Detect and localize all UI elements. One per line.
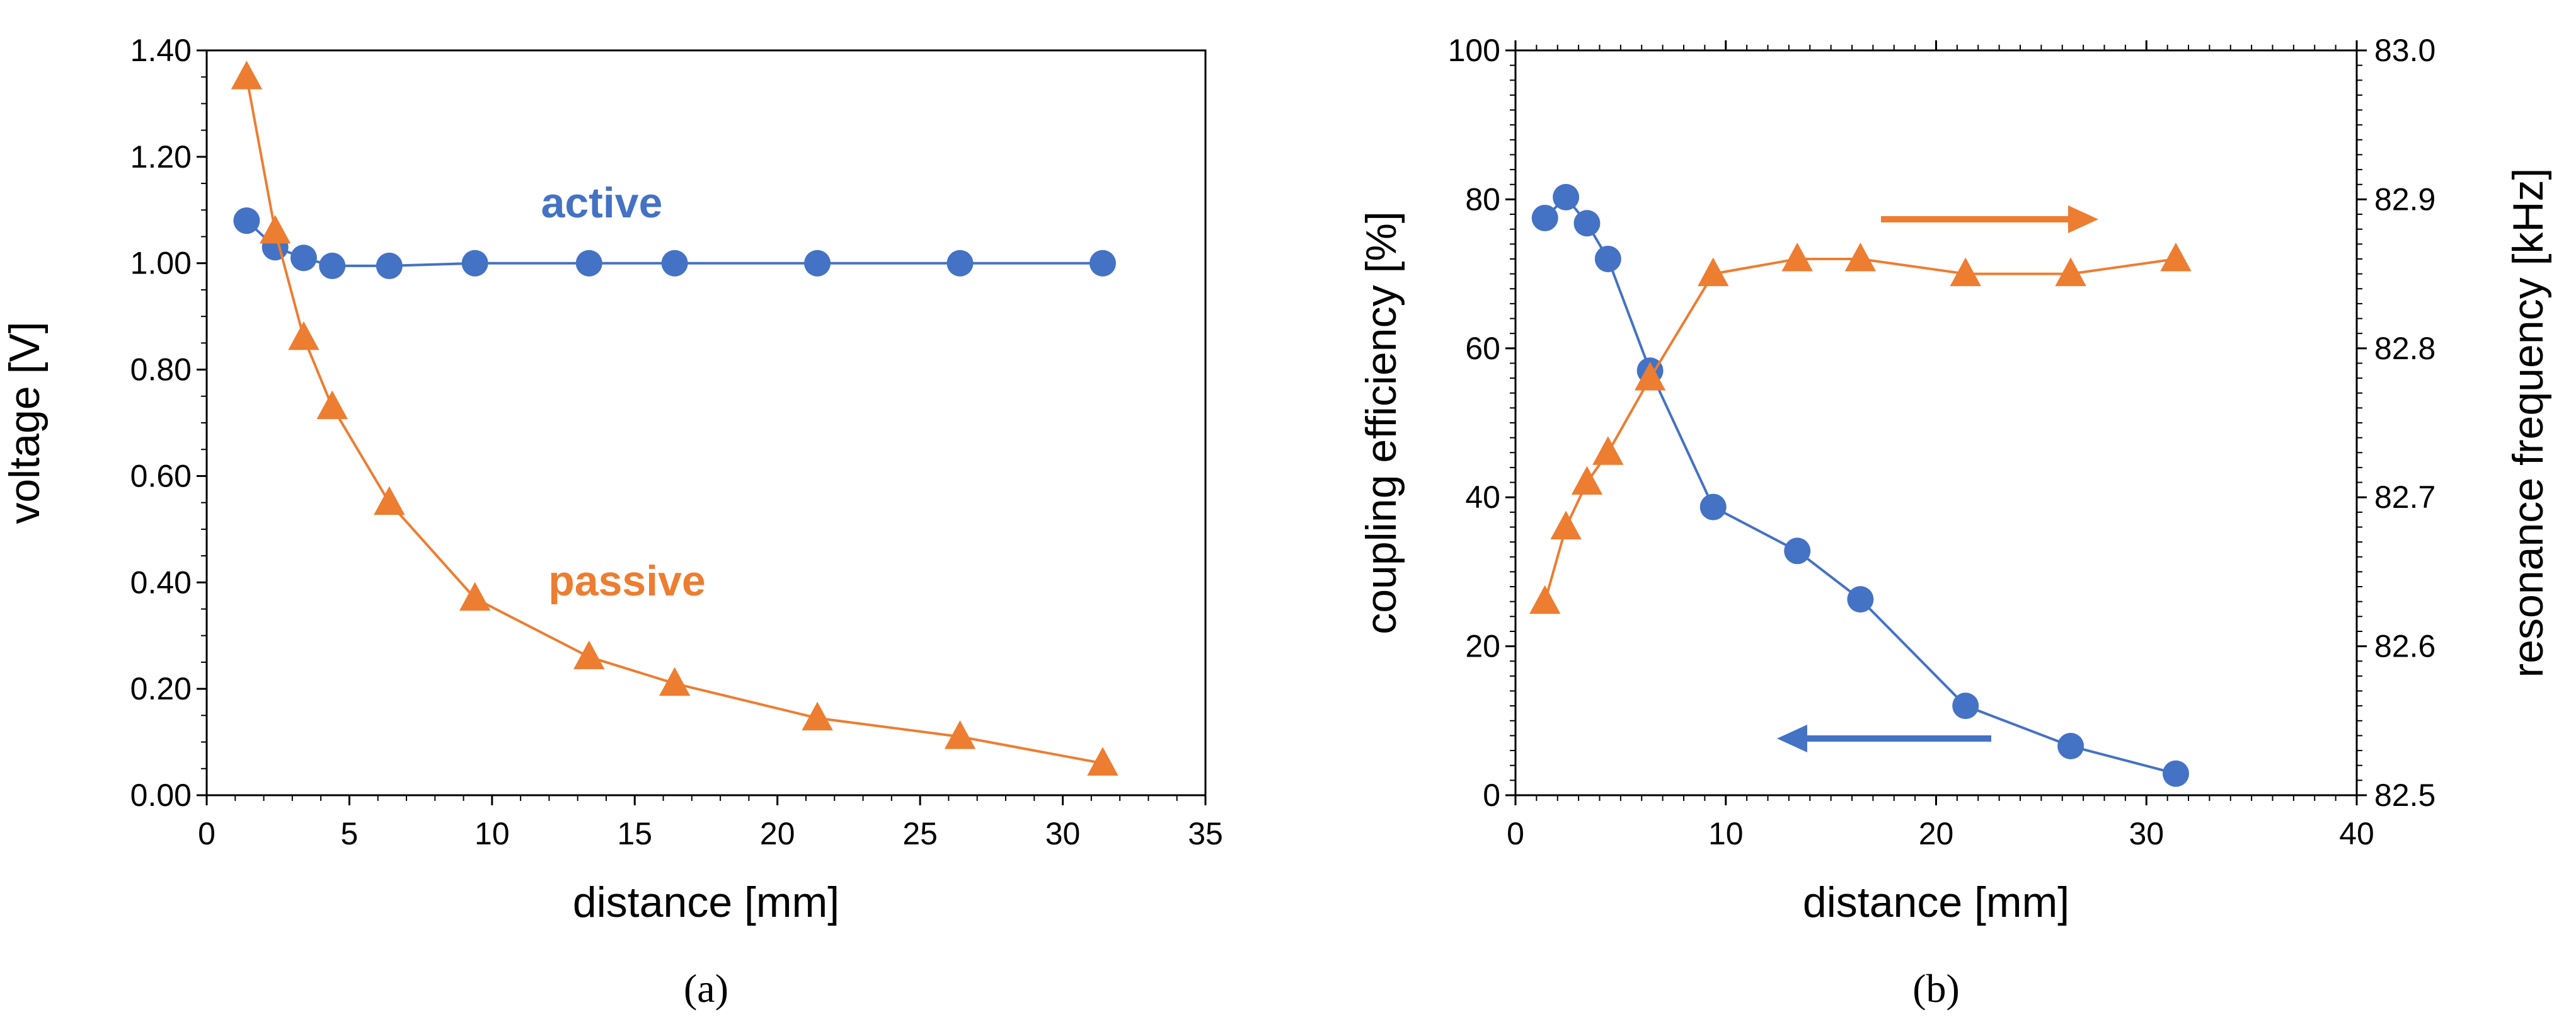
chart-panel-b: 0 10 20 30 40 0 20 40 60 80 100 82.5 82.6 82.7 82.8 82.… xyxy=(1357,33,2552,1011)
y-tick-label: 0.00 xyxy=(130,778,192,813)
data-point xyxy=(1952,693,1979,720)
data-point xyxy=(804,250,831,277)
x-tick-label: 25 xyxy=(902,816,938,851)
y-tick-label: 100 xyxy=(1448,33,1500,68)
data-point xyxy=(1847,586,1874,613)
data-point xyxy=(944,720,976,749)
plot-frame xyxy=(1514,49,2358,796)
series-passive xyxy=(231,60,1118,776)
data-point xyxy=(1529,585,1561,614)
y2-tick-label: 83.0 xyxy=(2374,33,2435,68)
y-tick-label: 1.00 xyxy=(130,246,192,281)
panel-label: (b) xyxy=(1912,966,1960,1011)
data-point xyxy=(2057,732,2084,759)
y2-tick-label: 82.6 xyxy=(2374,629,2435,664)
data-point xyxy=(290,244,317,272)
data-point xyxy=(1699,493,1727,520)
data-point xyxy=(1087,747,1118,776)
data-point xyxy=(233,207,260,234)
y-tick-label: 0.20 xyxy=(130,671,192,706)
x-tick-label: 5 xyxy=(341,816,359,851)
y-tick-label: 0 xyxy=(1483,778,1500,813)
y2-tick-label: 82.7 xyxy=(2374,480,2435,515)
data-point xyxy=(1634,362,1666,391)
data-point xyxy=(1594,245,1621,272)
series-label-active: active xyxy=(541,179,663,227)
x-axis-label: distance [mm] xyxy=(1803,878,2069,926)
y-tick-label: 40 xyxy=(1465,480,1500,515)
y2-tick-label: 82.8 xyxy=(2374,331,2435,366)
series-active xyxy=(233,207,1116,279)
y-tick-label: 1.40 xyxy=(130,33,192,68)
data-point xyxy=(316,390,348,420)
x-tick-label: 40 xyxy=(2339,816,2374,851)
data-point xyxy=(1553,183,1580,210)
x-tick-label: 0 xyxy=(198,816,216,851)
series-label-passive: passive xyxy=(548,557,706,605)
y2-axis-label: resonance frequency [kHz] xyxy=(2504,168,2552,678)
data-point xyxy=(459,582,491,611)
series-coupling-efficiency xyxy=(1531,183,2189,787)
x-tick-label: 10 xyxy=(1708,816,1744,851)
data-point xyxy=(1089,250,1116,277)
y-tick-label: 0.80 xyxy=(130,352,192,388)
data-point xyxy=(231,60,263,89)
x-tick-label: 30 xyxy=(1045,816,1081,851)
data-point xyxy=(2160,242,2192,272)
series-line xyxy=(1543,257,2176,602)
plot-frame xyxy=(205,49,1207,796)
axis-arrowhead-right xyxy=(2068,205,2098,233)
data-point xyxy=(1571,466,1603,495)
data-point xyxy=(946,250,974,277)
y-tick-label: 20 xyxy=(1465,629,1500,664)
data-point xyxy=(374,486,405,515)
y-tick-label: 80 xyxy=(1465,181,1500,217)
y-tick-label: 0.60 xyxy=(130,458,192,493)
data-point xyxy=(658,667,691,696)
data-point xyxy=(1781,242,1813,272)
data-point xyxy=(259,215,291,244)
data-point xyxy=(2055,257,2086,287)
y-tick-label: 0.40 xyxy=(130,565,192,600)
data-point xyxy=(1844,242,1877,272)
series-line xyxy=(245,76,1103,765)
data-point xyxy=(376,252,403,279)
data-point xyxy=(802,701,833,731)
x-tick-label: 0 xyxy=(1507,816,1524,851)
data-point xyxy=(1531,204,1558,231)
data-point xyxy=(1592,436,1624,465)
series-resonance-frequency xyxy=(1529,242,2192,614)
x-tick-label: 15 xyxy=(617,816,652,851)
data-point xyxy=(573,640,605,669)
data-point xyxy=(461,250,488,277)
data-point xyxy=(319,252,346,279)
data-point xyxy=(1573,210,1601,237)
data-point xyxy=(1550,510,1582,539)
data-point xyxy=(575,250,602,277)
y-axis-label: coupling efficiency [%] xyxy=(1357,211,1405,635)
x-tick-label: 10 xyxy=(474,816,510,851)
y-axis-label: voltage [V] xyxy=(1,321,49,524)
data-point xyxy=(1698,257,1729,287)
x-tick-label: 20 xyxy=(1919,816,1954,851)
y-tick-label: 60 xyxy=(1465,331,1500,366)
data-point xyxy=(2162,760,2189,787)
x-axis-label: distance [mm] xyxy=(573,878,839,926)
chart-panel-a: 0 5 10 15 20 25 30 35 0.00 0.20 0.40 0.60 0.80 1.00 1.… xyxy=(1,33,1223,1011)
panel-label: (a) xyxy=(684,966,728,1011)
data-point xyxy=(661,250,688,277)
x-tick-label: 35 xyxy=(1188,816,1223,851)
data-point xyxy=(1950,257,1981,287)
data-point xyxy=(288,321,319,350)
x-tick-label: 30 xyxy=(2129,816,2164,851)
y2-tick-label: 82.5 xyxy=(2374,778,2435,813)
y-tick-label: 1.20 xyxy=(130,139,192,175)
data-point xyxy=(1784,537,1811,565)
axis-arrowhead-left xyxy=(1777,725,1807,752)
y2-tick-label: 82.9 xyxy=(2374,181,2435,217)
x-tick-label: 20 xyxy=(760,816,795,851)
